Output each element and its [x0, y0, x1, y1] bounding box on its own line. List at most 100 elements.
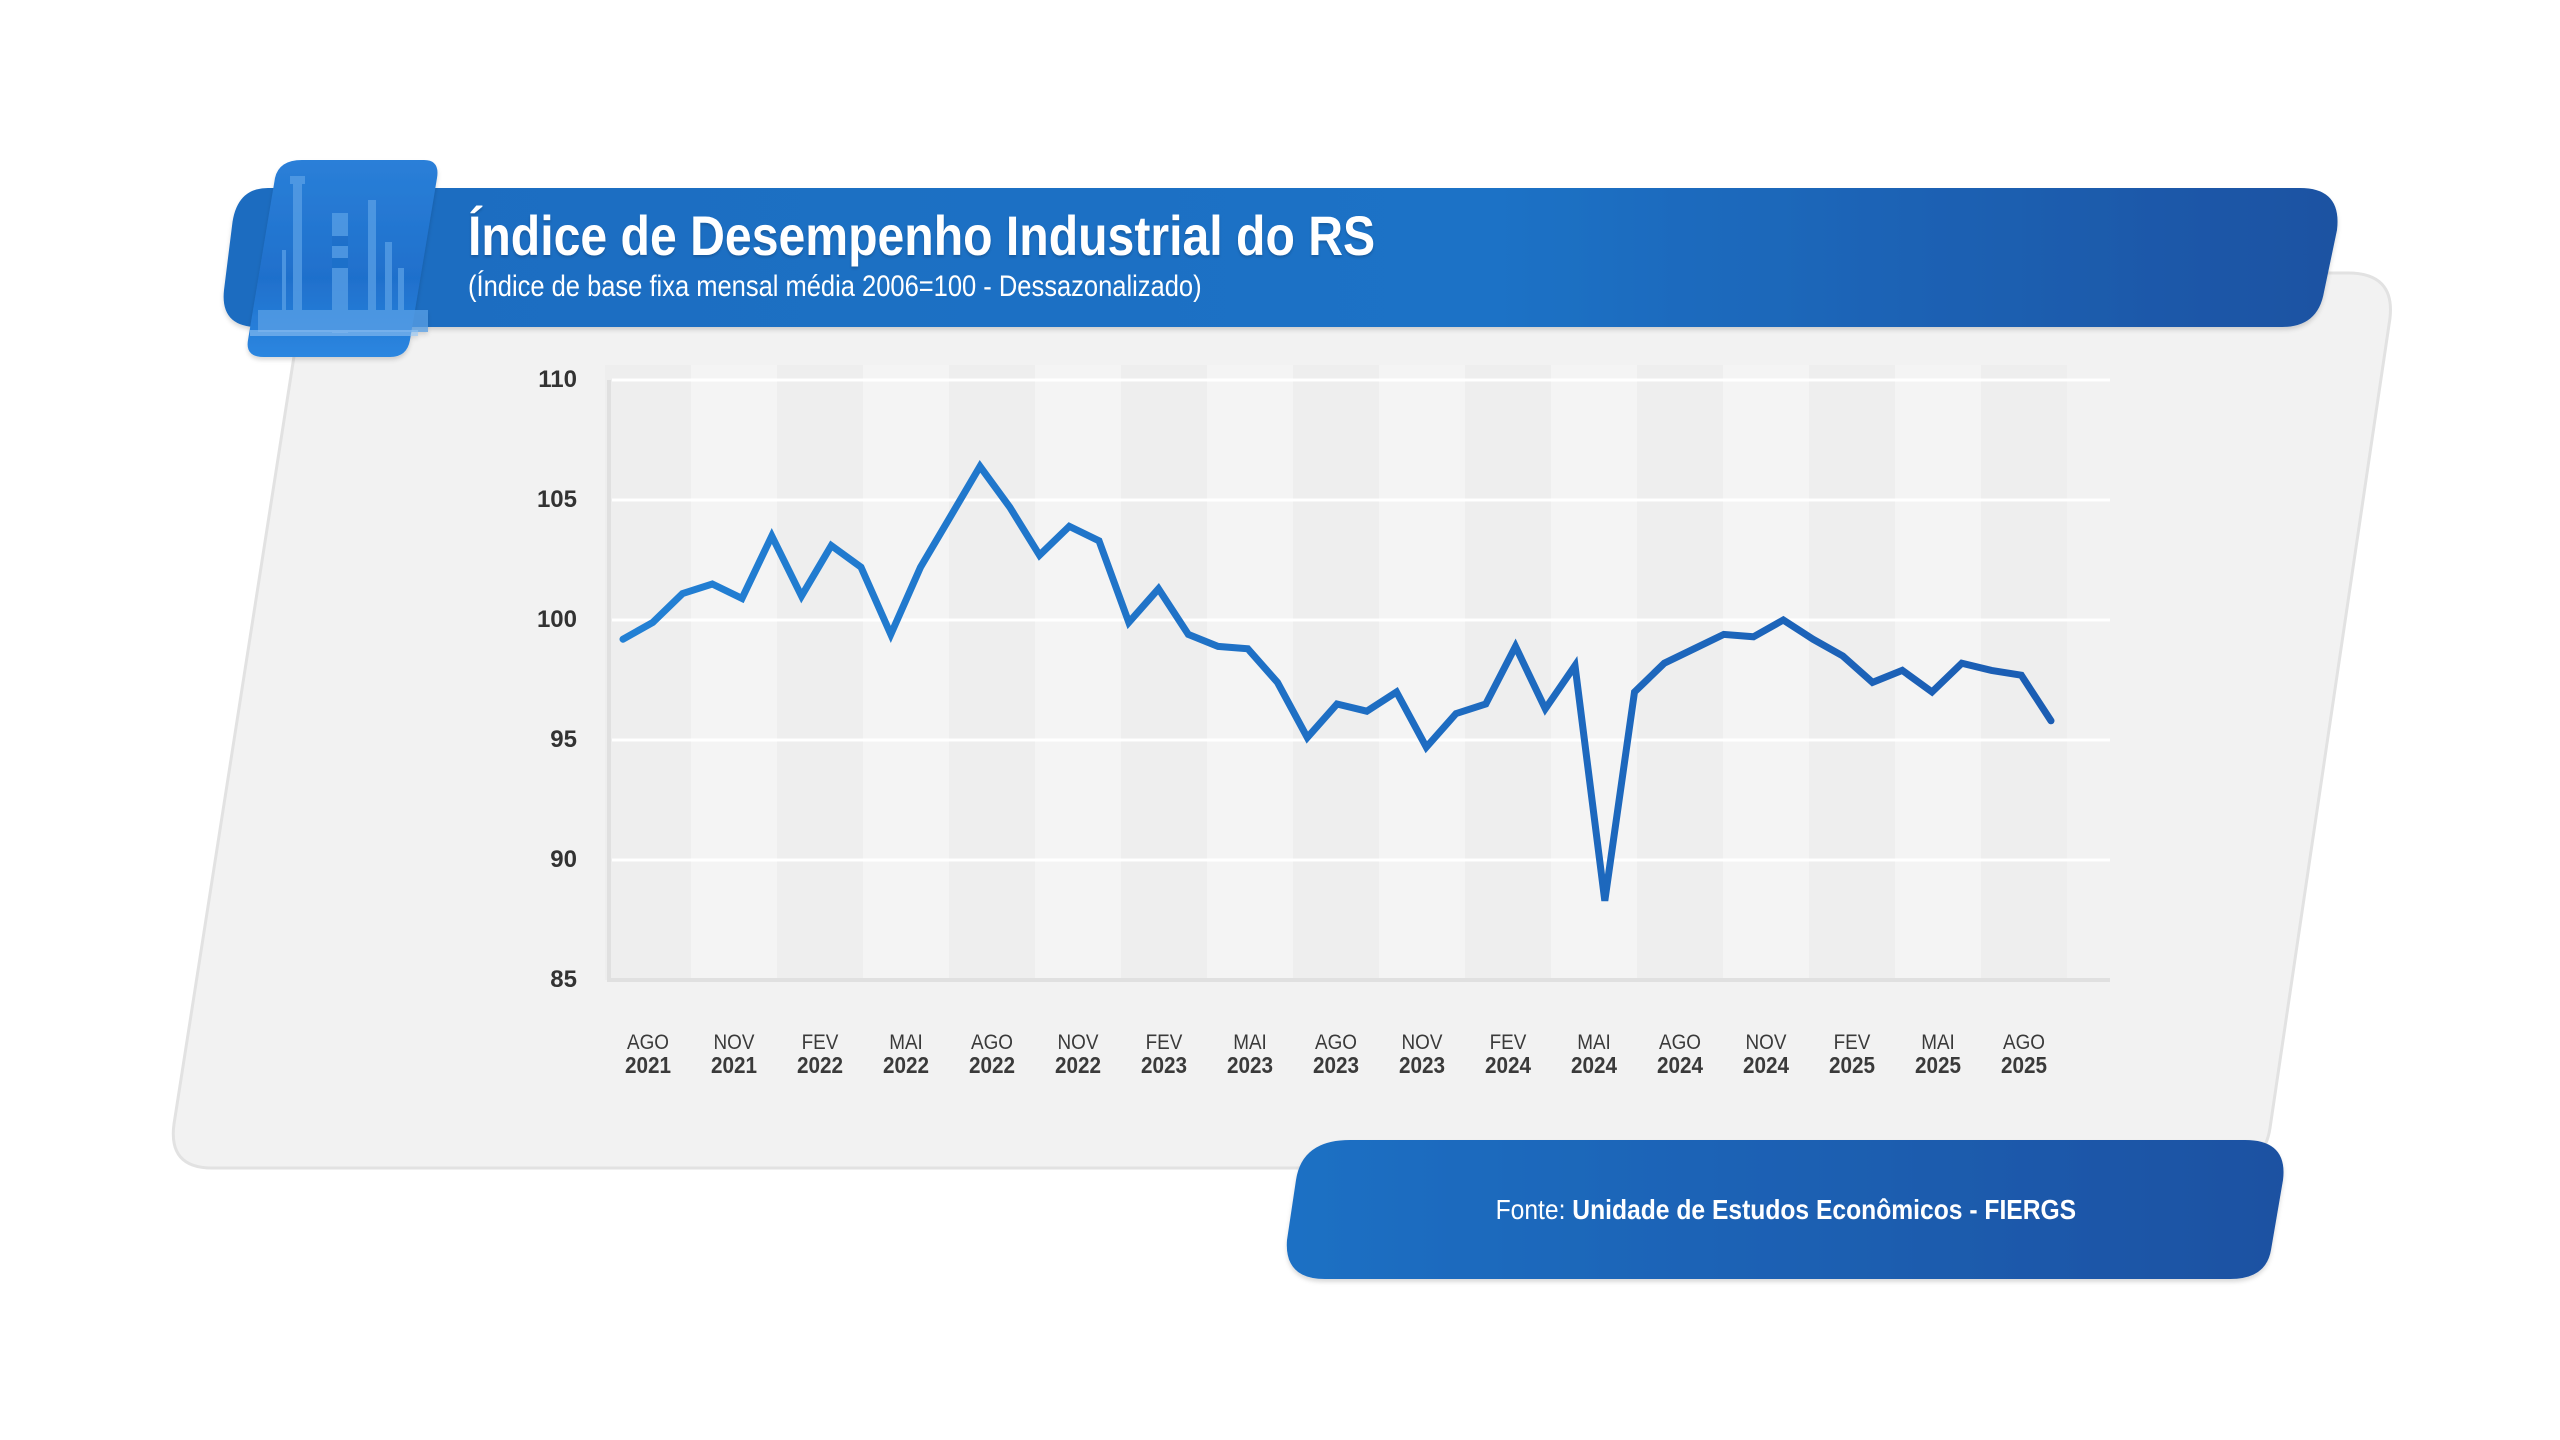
- x-tick-year: 2023: [1140, 1052, 1188, 1078]
- data-point: [2048, 718, 2054, 724]
- x-tick-month: MAI: [1921, 1031, 1955, 1054]
- x-tick-month: FEV: [801, 1031, 839, 1054]
- data-point: [1929, 689, 1935, 695]
- chart-band: [1035, 365, 1121, 980]
- x-tick-month: NOV: [1401, 1031, 1443, 1054]
- chart-band: [1723, 365, 1809, 980]
- data-point: [1602, 898, 1608, 904]
- data-point: [1513, 643, 1519, 649]
- x-tick-label: AGO 2024: [1635, 1032, 1725, 1077]
- data-point: [1899, 667, 1905, 673]
- x-tick-year: 2021: [710, 1052, 758, 1078]
- x-tick-month: NOV: [1745, 1031, 1787, 1054]
- x-tick-label: AGO 2023: [1291, 1032, 1381, 1077]
- x-tick-label: AGO 2022: [947, 1032, 1037, 1077]
- x-tick-year: 2024: [1742, 1052, 1790, 1078]
- chart-band: [1121, 365, 1207, 980]
- chart-band: [605, 365, 691, 980]
- data-point: [1275, 679, 1281, 685]
- x-tick-month: MAI: [1577, 1031, 1611, 1054]
- data-point: [680, 591, 686, 597]
- x-tick-month: FEV: [1489, 1031, 1527, 1054]
- footer-bar: [1286, 1140, 2284, 1279]
- x-tick-label: NOV 2024: [1721, 1032, 1811, 1077]
- x-tick-label: MAI 2023: [1205, 1032, 1295, 1077]
- y-tick-label: 90: [550, 846, 577, 873]
- x-tick-label: MAI 2025: [1893, 1032, 1983, 1077]
- chart-band: [1551, 365, 1637, 980]
- data-point: [620, 636, 626, 642]
- y-tick-label: 105: [536, 486, 577, 513]
- chart-series: [619, 460, 2055, 904]
- x-tick-label: FEV 2025: [1807, 1032, 1897, 1077]
- chart-band: [691, 365, 777, 980]
- x-tick-label: AGO 2021: [603, 1032, 693, 1077]
- x-tick-year: 2022: [1054, 1052, 1102, 1078]
- data-point: [888, 631, 894, 637]
- x-tick-year: 2024: [1570, 1052, 1618, 1078]
- data-point: [977, 463, 983, 469]
- chart-gridlines: [612, 378, 2110, 862]
- data-point: [1870, 679, 1876, 685]
- series-line: [619, 460, 2055, 902]
- industrial-plant-icon: [247, 160, 438, 357]
- data-point: [1989, 667, 1995, 673]
- source-note: Fonte: Unidade de Estudos Econômicos - F…: [1286, 1140, 2286, 1279]
- chart-band: [863, 365, 949, 980]
- x-tick-year: 2023: [1312, 1052, 1360, 1078]
- data-point: [1215, 643, 1221, 649]
- data-point: [709, 581, 715, 587]
- x-tick-month: MAI: [1233, 1031, 1267, 1054]
- x-tick-label: FEV 2024: [1463, 1032, 1553, 1077]
- data-point: [1840, 653, 1846, 659]
- x-tick-label: FEV 2023: [1119, 1032, 1209, 1077]
- x-tick-year: 2023: [1226, 1052, 1274, 1078]
- x-tick-label: MAI 2022: [861, 1032, 951, 1077]
- data-point: [947, 514, 953, 520]
- data-point: [918, 564, 924, 570]
- data-point: [1810, 636, 1816, 642]
- x-tick-month: AGO: [1314, 1031, 1358, 1054]
- data-point: [1453, 711, 1459, 717]
- x-tick-month: NOV: [713, 1031, 755, 1054]
- x-tick-label: MAI 2024: [1549, 1032, 1639, 1077]
- data-point: [1751, 634, 1757, 640]
- data-point: [1959, 660, 1965, 666]
- x-tick-month: AGO: [1658, 1031, 1702, 1054]
- x-tick-label: NOV 2022: [1033, 1032, 1123, 1077]
- data-point: [1661, 660, 1667, 666]
- x-tick-year: 2022: [882, 1052, 930, 1078]
- data-point: [1037, 552, 1043, 558]
- data-point: [1245, 646, 1251, 652]
- data-point: [828, 543, 834, 549]
- data-point: [2018, 672, 2024, 678]
- header-bar: [223, 188, 2338, 327]
- data-point: [799, 593, 805, 599]
- x-tick-label: NOV 2021: [689, 1032, 779, 1077]
- chart-band: [1465, 365, 1551, 980]
- chart-band: [1809, 365, 1895, 980]
- data-point: [1066, 523, 1072, 529]
- data-point: [1304, 735, 1310, 741]
- chart-band: [777, 365, 863, 980]
- x-tick-year: 2022: [796, 1052, 844, 1078]
- data-point: [1394, 689, 1400, 695]
- data-point: [1334, 701, 1340, 707]
- data-point: [858, 564, 864, 570]
- data-point: [1691, 646, 1697, 652]
- x-tick-label: NOV 2023: [1377, 1032, 1467, 1077]
- y-tick-label: 110: [538, 366, 577, 393]
- page-title: Índice de Desempenho Industrial do RS: [468, 204, 1376, 267]
- data-point: [1572, 663, 1578, 669]
- chart-bands: [605, 365, 2067, 980]
- chart-band: [949, 365, 1035, 980]
- x-tick-month: FEV: [1145, 1031, 1183, 1054]
- x-tick-label: FEV 2022: [775, 1032, 865, 1077]
- data-point: [1007, 504, 1013, 510]
- data-point: [1423, 744, 1429, 750]
- x-tick-year: 2022: [968, 1052, 1016, 1078]
- data-point: [769, 533, 775, 539]
- x-tick-month: AGO: [2002, 1031, 2046, 1054]
- chart-band: [1207, 365, 1293, 980]
